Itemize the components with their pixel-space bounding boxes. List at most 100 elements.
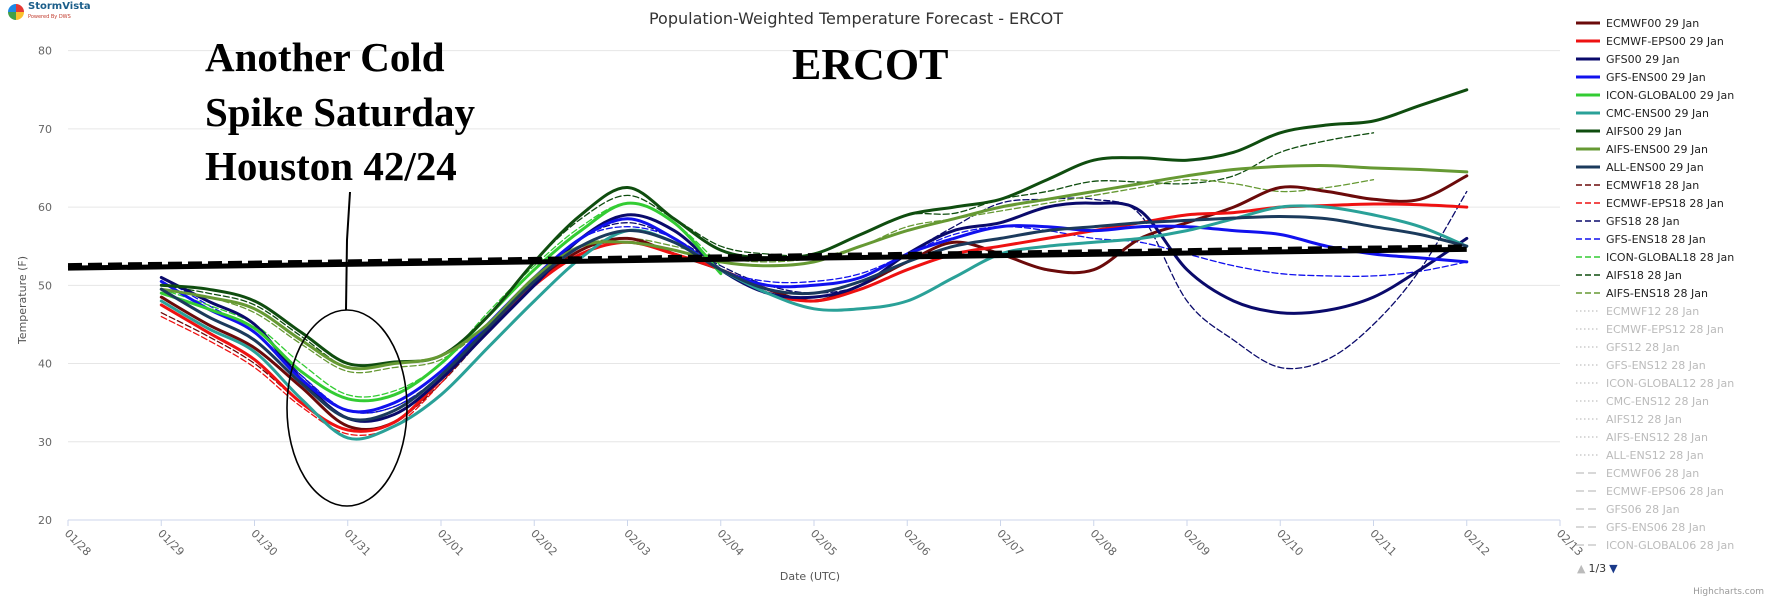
x-axis-label: Date (UTC) [780, 570, 840, 583]
legend-item[interactable]: ECMWF-EPS12 28 Jan [1576, 323, 1724, 336]
brand-logo: StormVista Powered By DWS [8, 2, 91, 22]
brand-tagline: Powered By DWS [28, 14, 71, 20]
legend-item[interactable]: ECMWF-EPS00 29 Jan [1576, 35, 1724, 48]
legend-item[interactable]: ECMWF12 28 Jan [1576, 305, 1699, 318]
y-tick-label: 20 [38, 514, 52, 527]
series-line-aifs18-28-jan[interactable] [160, 132, 1375, 370]
legend-item[interactable]: ICON-GLOBAL18 28 Jan [1576, 251, 1734, 264]
x-tick-label: 02/04 [715, 527, 747, 559]
legend-label: ECMWF00 29 Jan [1606, 17, 1699, 30]
legend-item[interactable]: ALL-ENS00 29 Jan [1576, 161, 1704, 174]
x-tick-label: 02/12 [1461, 527, 1493, 559]
legend-item[interactable]: ICON-GLOBAL12 28 Jan [1576, 377, 1734, 390]
legend-item[interactable]: ALL-ENS12 28 Jan [1576, 449, 1704, 462]
y-tick-label: 40 [38, 358, 52, 371]
brand-logo-icon [8, 4, 24, 20]
legend-item[interactable]: AIFS-ENS12 28 Jan [1576, 431, 1708, 444]
legend-label: ECMWF12 28 Jan [1606, 305, 1699, 318]
series-line-icon-global00-29-jan[interactable] [159, 201, 723, 403]
x-tick-label: 01/30 [248, 527, 280, 559]
legend-item[interactable]: GFS18 28 Jan [1576, 215, 1680, 228]
y-tick-label: 80 [38, 45, 52, 58]
legend-item[interactable]: ICON-GLOBAL06 28 Jan [1576, 539, 1734, 552]
callout-line-2: Spike Saturday [205, 89, 476, 135]
series-line-ecmwf-eps00-29-jan[interactable] [159, 202, 1469, 433]
legend-label: ECMWF-EPS18 28 Jan [1606, 197, 1724, 210]
x-tick-label: 02/02 [528, 527, 560, 559]
series-line-cmc-ens00-29-jan[interactable] [159, 204, 1469, 441]
legend-item[interactable]: CMC-ENS12 28 Jan [1576, 395, 1709, 408]
normals-line [67, 246, 1467, 271]
legend-item[interactable]: AIFS00 29 Jan [1576, 125, 1682, 138]
callout-pointer [345, 191, 351, 311]
legend-label: CMC-ENS12 28 Jan [1606, 395, 1709, 408]
legend-item[interactable]: GFS00 29 Jan [1576, 53, 1680, 66]
legend-item[interactable]: GFS06 28 Jan [1576, 503, 1680, 516]
series-line-ecmwf00-29-jan[interactable] [159, 174, 1469, 432]
series-line-all-ens00-29-jan[interactable] [159, 214, 1469, 422]
x-tick-label: 02/07 [994, 527, 1026, 559]
brand-name: StormVista [28, 1, 91, 12]
legend-label: CMC-ENS00 29 Jan [1606, 107, 1709, 120]
x-tick-label: 02/05 [808, 527, 840, 559]
x-tick-label: 01/29 [155, 527, 187, 559]
legend-item[interactable]: GFS-ENS18 28 Jan [1576, 233, 1706, 246]
y-tick-label: 30 [38, 436, 52, 449]
series-line-ecmwf-eps18-28-jan[interactable] [160, 241, 722, 436]
legend-label: GFS-ENS18 28 Jan [1606, 233, 1706, 246]
legend-item[interactable]: CMC-ENS00 29 Jan [1576, 107, 1709, 120]
legend-label: GFS00 29 Jan [1606, 53, 1680, 66]
legend-label: GFS18 28 Jan [1606, 215, 1680, 228]
x-tick-label: 02/11 [1367, 527, 1399, 559]
callout-ellipse [286, 309, 408, 507]
legend-label: ICON-GLOBAL18 28 Jan [1606, 251, 1734, 264]
normals-line-highlight [67, 244, 1467, 268]
legend-label: ECMWF18 28 Jan [1606, 179, 1699, 192]
legend-item[interactable]: AIFS12 28 Jan [1576, 413, 1682, 426]
legend-label: ICON-GLOBAL06 28 Jan [1606, 539, 1734, 552]
legend-item[interactable]: AIFS-ENS00 29 Jan [1576, 143, 1708, 156]
legend-item[interactable]: GFS-ENS06 28 Jan [1576, 521, 1706, 534]
legend-item[interactable]: ECMWF06 28 Jan [1576, 467, 1699, 480]
x-tick-label: 01/28 [62, 527, 94, 559]
legend-item[interactable]: ICON-GLOBAL00 29 Jan [1576, 89, 1734, 102]
normals-layer [67, 244, 1467, 271]
x-tick-label: 02/13 [1554, 527, 1586, 559]
x-tick-label: 02/03 [621, 527, 653, 559]
legend-page-up-icon[interactable]: ▲ [1577, 562, 1586, 575]
legend-item[interactable]: ECMWF-EPS06 28 Jan [1576, 485, 1724, 498]
legend-item[interactable]: ECMWF18 28 Jan [1576, 179, 1699, 192]
ercot-annotation: ERCOT [792, 40, 948, 89]
legend-label: GFS12 28 Jan [1606, 341, 1680, 354]
legend-item[interactable]: AIFS18 28 Jan [1576, 269, 1682, 282]
legend-item[interactable]: AIFS-ENS18 28 Jan [1576, 287, 1708, 300]
x-tick-label: 02/06 [901, 527, 933, 559]
series-line-aifs-ens00-29-jan[interactable] [159, 164, 1469, 371]
legend-label: GFS-ENS06 28 Jan [1606, 521, 1706, 534]
legend-label: ECMWF06 28 Jan [1606, 467, 1699, 480]
chart-title: Population-Weighted Temperature Forecast… [649, 9, 1063, 28]
axis-layer: Population-Weighted Temperature Forecast… [16, 9, 1063, 583]
legend-item[interactable]: GFS-ENS12 28 Jan [1576, 359, 1706, 372]
legend: ECMWF00 29 Jan ECMWF-EPS00 29 Jan GFS00 29… [1576, 17, 1734, 552]
legend-label: ECMWF-EPS00 29 Jan [1606, 35, 1724, 48]
legend-page-down-icon[interactable]: ▼ [1609, 562, 1618, 575]
legend-label: ICON-GLOBAL00 29 Jan [1606, 89, 1734, 102]
legend-label: ALL-ENS12 28 Jan [1606, 449, 1704, 462]
series-line-gfs00-29-jan[interactable] [159, 201, 1469, 423]
callout-line-1: Another Cold [205, 34, 445, 80]
highcharts-credit[interactable]: Highcharts.com [1693, 587, 1764, 597]
legend-item[interactable]: ECMWF-EPS18 28 Jan [1576, 197, 1724, 210]
legend-label: ECMWF-EPS06 28 Jan [1606, 485, 1724, 498]
legend-item[interactable]: ECMWF00 29 Jan [1576, 17, 1699, 30]
x-tick-label: 01/31 [342, 527, 374, 559]
legend-item[interactable]: GFS12 28 Jan [1576, 341, 1680, 354]
series-line-gfs-ens18-28-jan[interactable] [160, 225, 1468, 414]
series-line-aifs-ens18-28-jan[interactable] [160, 178, 1375, 374]
series-line-gfs-ens00-29-jan[interactable] [159, 217, 1469, 414]
legend-label: ECMWF-EPS12 28 Jan [1606, 323, 1724, 336]
legend-label: ICON-GLOBAL12 28 Jan [1606, 377, 1734, 390]
y-tick-label: 60 [38, 201, 52, 214]
legend-item[interactable]: GFS-ENS00 29 Jan [1576, 71, 1706, 84]
